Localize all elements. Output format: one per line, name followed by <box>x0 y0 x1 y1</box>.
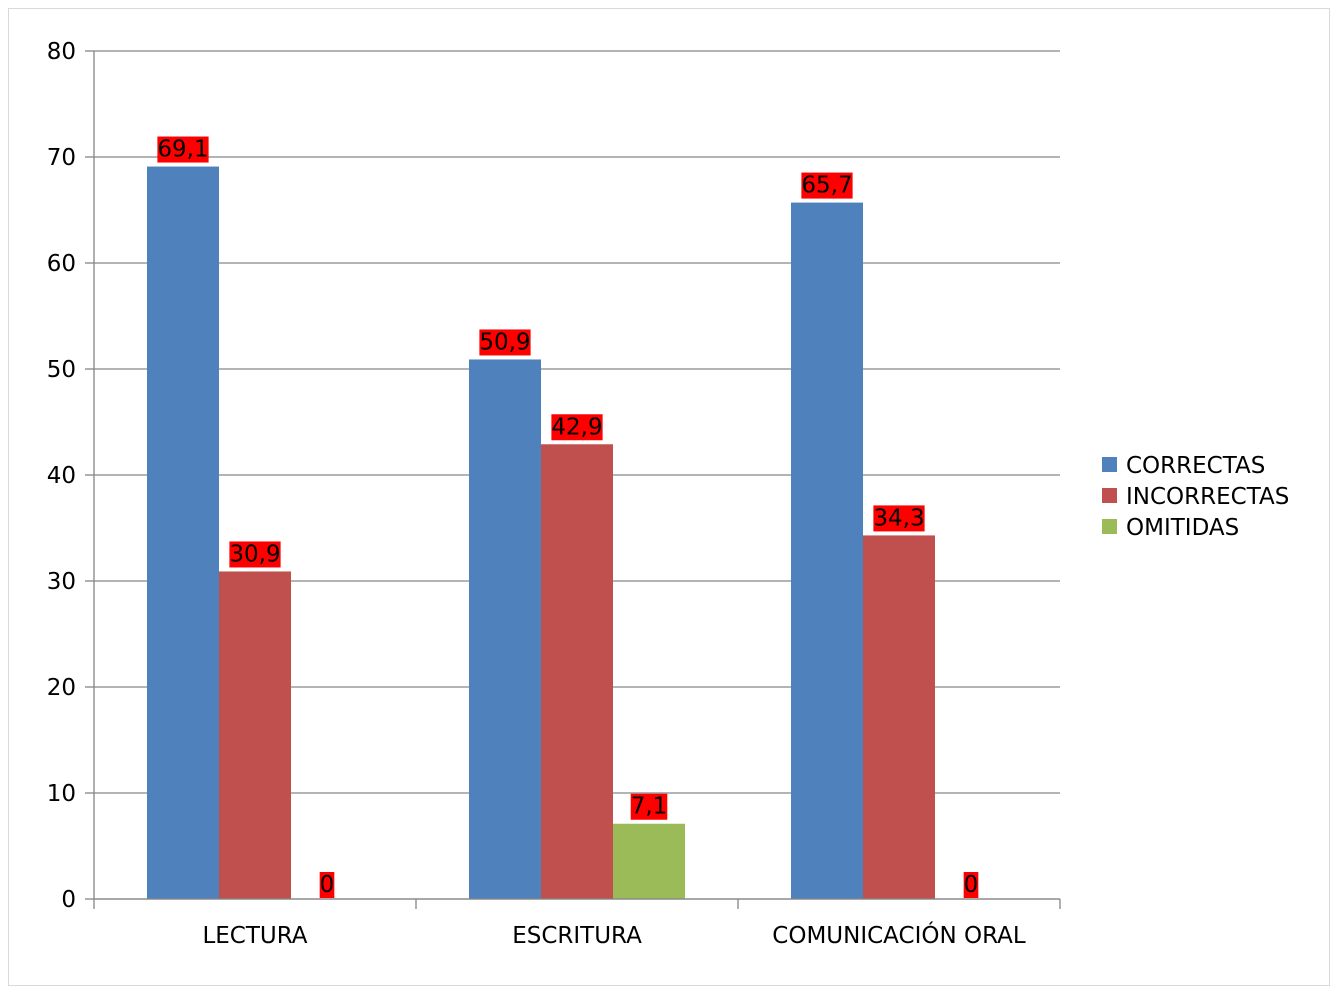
y-tick-label: 70 <box>47 145 76 171</box>
x-category-label: ESCRITURA <box>512 923 642 949</box>
bar-omitidas-1 <box>613 823 685 899</box>
data-label-background <box>157 136 209 163</box>
data-label: 69,1 <box>157 137 208 163</box>
data-label: 0 <box>964 872 979 898</box>
y-tick-label: 80 <box>47 39 76 65</box>
y-tick-label: 20 <box>47 675 76 701</box>
y-tick-label: 60 <box>47 251 76 277</box>
data-label: 34,3 <box>873 505 924 531</box>
legend-swatch-correctas <box>1102 457 1117 472</box>
x-category-label: COMUNICACIÓN ORAL <box>772 921 1026 949</box>
bar-incorrectas-2 <box>863 535 935 899</box>
legend-label-incorrectas: INCORRECTAS <box>1126 484 1289 510</box>
y-tick-label: 40 <box>47 463 76 489</box>
bar-correctas-1 <box>469 359 541 900</box>
data-label: 42,9 <box>551 414 602 440</box>
data-label-background <box>963 872 979 898</box>
data-label-background <box>873 505 925 532</box>
x-category-label: LECTURA <box>202 923 307 949</box>
data-label-background <box>801 172 853 199</box>
legend-label-omitidas: OMITIDAS <box>1126 515 1239 541</box>
y-tick-label: 10 <box>47 781 76 807</box>
data-label-background <box>479 329 531 356</box>
data-label: 7,1 <box>631 794 668 820</box>
data-label-background <box>229 541 281 568</box>
y-tick-label: 0 <box>61 887 76 913</box>
data-label: 30,9 <box>229 541 280 567</box>
bar-incorrectas-0 <box>219 571 291 899</box>
data-label-background <box>319 872 335 898</box>
data-label: 65,7 <box>801 173 852 199</box>
data-label: 50,9 <box>479 329 530 355</box>
bar-correctas-2 <box>791 202 863 899</box>
bar-incorrectas-1 <box>541 444 613 899</box>
y-tick-label: 30 <box>47 569 76 595</box>
bar-correctas-0 <box>147 166 219 900</box>
legend-label-correctas: CORRECTAS <box>1126 453 1265 479</box>
data-label-background <box>551 414 603 441</box>
legend-swatch-omitidas <box>1102 519 1117 534</box>
legend-swatch-incorrectas <box>1102 488 1117 503</box>
data-label-background <box>630 793 668 820</box>
data-label: 0 <box>320 872 335 898</box>
y-tick-label: 50 <box>47 357 76 383</box>
